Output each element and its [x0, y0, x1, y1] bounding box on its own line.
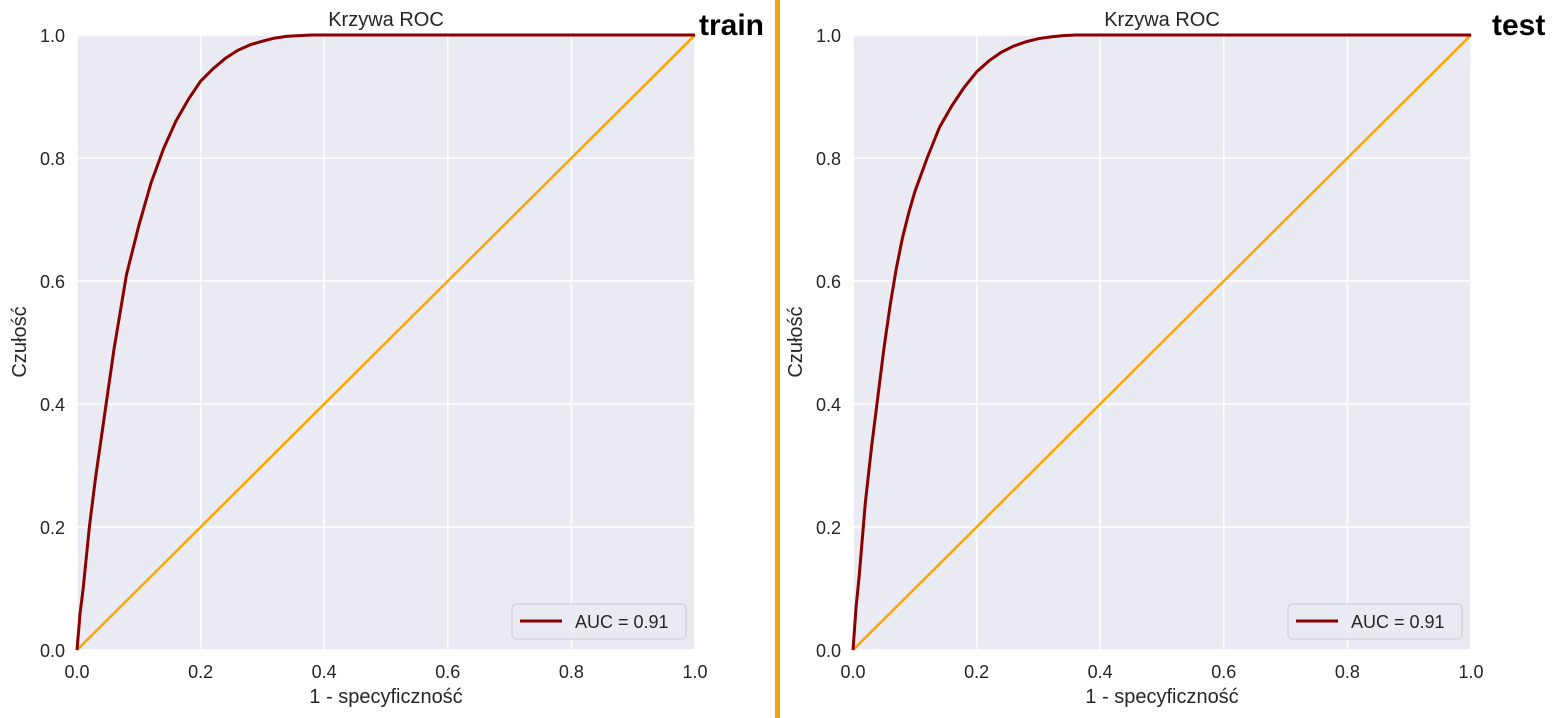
x-tick-label: 1.0 — [1458, 662, 1483, 682]
x-tick-label: 1.0 — [682, 662, 707, 682]
y-tick-label: 0.4 — [40, 395, 65, 415]
panel-divider — [775, 0, 780, 718]
legend-box — [1287, 603, 1463, 640]
x-tick-labels: 0.0 0.2 0.4 0.6 0.8 1.0 — [840, 662, 1483, 682]
y-tick-label: 0.2 — [816, 518, 841, 538]
y-tick-label: 0.8 — [40, 149, 65, 169]
legend-label: AUC = 0.91 — [575, 612, 669, 632]
legend: AUC = 0.91 — [1287, 603, 1463, 640]
diagonal-reference-line — [76, 34, 696, 651]
diagonal-reference-line — [852, 34, 1472, 651]
y-tick-label: 0.6 — [40, 272, 65, 292]
x-gridlines — [852, 35, 1472, 650]
series-layer — [75, 33, 696, 651]
x-tick-label: 0.8 — [1335, 662, 1360, 682]
series-layer — [851, 33, 1472, 651]
chart-title: Krzywa ROC — [1104, 9, 1220, 31]
x-tick-label: 0.8 — [559, 662, 584, 682]
chart-panel-train: 0.0 0.2 0.4 0.6 0.8 1.0 0.0 0.2 0.4 0.6 … — [9, 9, 764, 708]
y-tick-label: 0.2 — [40, 518, 65, 538]
x-tick-label: 0.6 — [435, 662, 460, 682]
y-tick-label: 0.8 — [816, 149, 841, 169]
roc-curve-line — [75, 33, 695, 651]
legend: AUC = 0.91 — [511, 603, 687, 640]
chart-panel-test: 0.0 0.2 0.4 0.6 0.8 1.0 0.0 0.2 0.4 0.6 … — [785, 9, 1545, 708]
x-tick-label: 0.2 — [964, 662, 989, 682]
y-tick-labels: 0.0 0.2 0.4 0.6 0.8 1.0 — [40, 26, 65, 661]
y-tick-label: 0.0 — [816, 641, 841, 661]
y-axis-label: Czułość — [9, 306, 31, 377]
y-tick-label: 0.6 — [816, 272, 841, 292]
chart-title: Krzywa ROC — [328, 9, 444, 31]
y-tick-label: 0.4 — [816, 395, 841, 415]
y-tick-label: 1.0 — [816, 26, 841, 46]
x-axis-label: 1 - specyficzność — [1085, 686, 1238, 708]
x-tick-label: 0.0 — [840, 662, 865, 682]
x-axis-label: 1 - specyficzność — [309, 686, 462, 708]
x-tick-label: 0.4 — [1088, 662, 1113, 682]
x-gridlines — [76, 35, 696, 650]
y-tick-labels: 0.0 0.2 0.4 0.6 0.8 1.0 — [816, 26, 841, 661]
x-tick-label: 0.2 — [188, 662, 213, 682]
roc-curve-line — [851, 33, 1471, 651]
panel-tag-test: test — [1492, 9, 1545, 42]
x-tick-label: 0.6 — [1211, 662, 1236, 682]
legend-label: AUC = 0.91 — [1351, 612, 1445, 632]
x-tick-labels: 0.0 0.2 0.4 0.6 0.8 1.0 — [64, 662, 707, 682]
legend-box — [511, 603, 687, 640]
x-tick-label: 0.4 — [312, 662, 337, 682]
x-tick-label: 0.0 — [64, 662, 89, 682]
y-tick-label: 0.0 — [40, 641, 65, 661]
panel-tag-train: train — [699, 9, 764, 42]
y-gridlines — [853, 34, 1471, 651]
y-tick-label: 1.0 — [40, 26, 65, 46]
y-axis-label: Czułość — [785, 306, 807, 377]
